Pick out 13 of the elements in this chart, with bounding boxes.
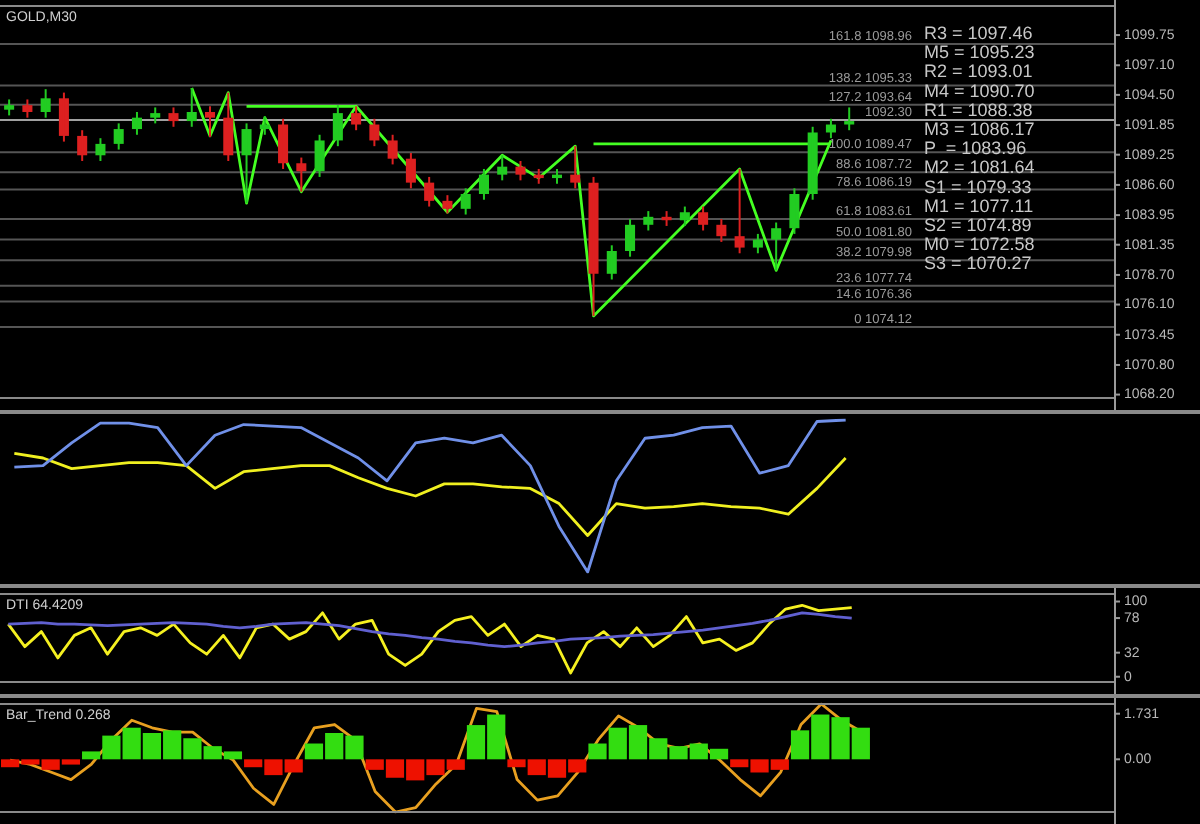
annotation: R2 = 1093.01 bbox=[924, 61, 1033, 82]
annotation: S2 = 1074.89 bbox=[924, 214, 1032, 235]
annotation: S3 = 1070.27 bbox=[924, 253, 1032, 274]
annotation: P = 1083.96 bbox=[924, 138, 1027, 159]
annotation: M0 = 1072.58 bbox=[924, 234, 1035, 255]
annotation: R1 = 1088.38 bbox=[924, 99, 1033, 120]
annotation: M5 = 1095.23 bbox=[924, 42, 1035, 63]
annotation: M4 = 1090.70 bbox=[924, 80, 1035, 101]
annotation: R3 = 1097.46 bbox=[924, 22, 1033, 43]
annotation: S1 = 1079.33 bbox=[924, 176, 1032, 197]
annotation: M3 = 1086.17 bbox=[924, 118, 1035, 139]
annotation: M1 = 1077.11 bbox=[924, 195, 1034, 216]
annotation: M2 = 1081.64 bbox=[924, 157, 1035, 178]
